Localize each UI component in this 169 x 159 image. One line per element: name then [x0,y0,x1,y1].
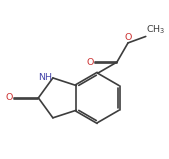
Text: O: O [6,93,13,102]
Text: NH: NH [38,73,52,82]
Text: O: O [124,33,132,42]
Text: O: O [87,58,94,67]
Text: CH$_3$: CH$_3$ [146,24,166,36]
